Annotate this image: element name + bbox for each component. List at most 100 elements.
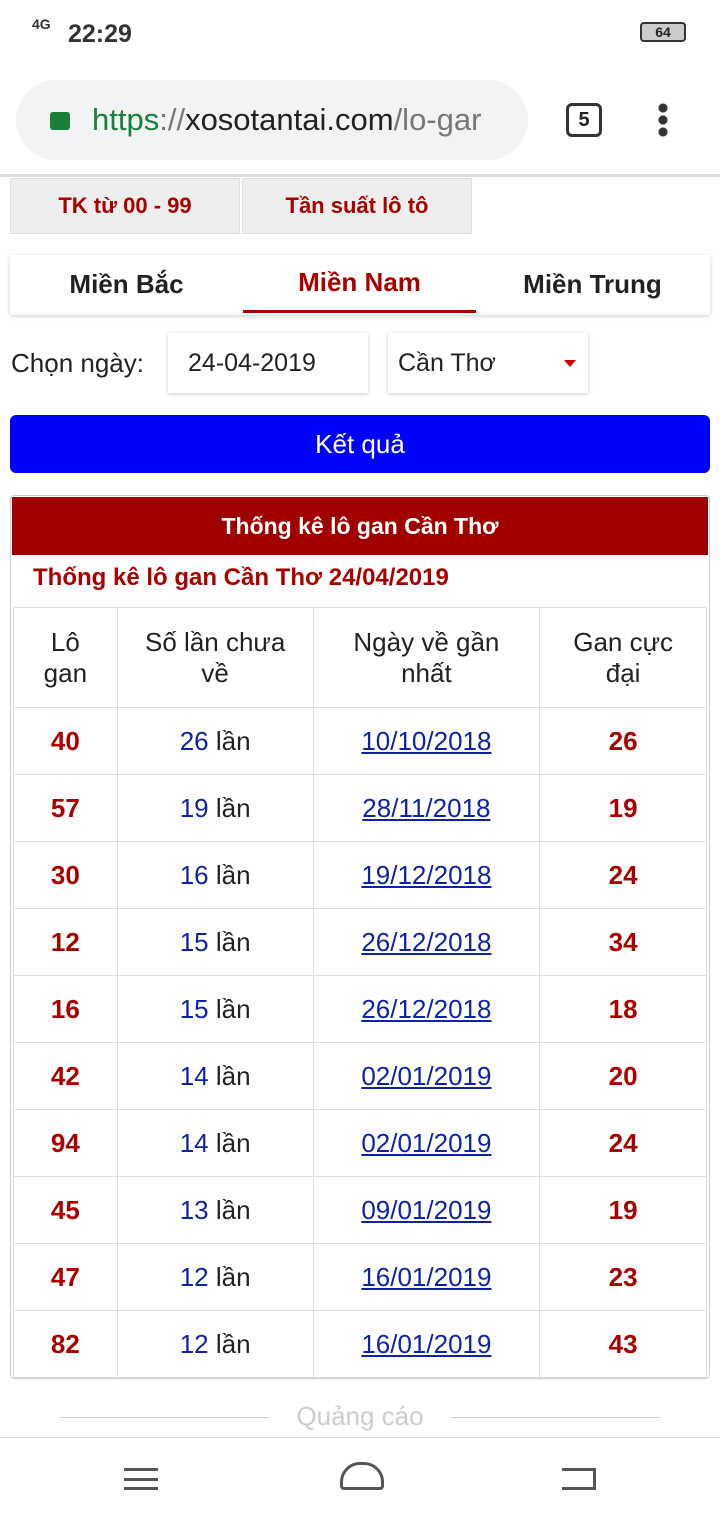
lo-number: 57 — [13, 774, 118, 842]
url-bar[interactable]: https://xosotantai.com/lo-gar — [16, 80, 528, 160]
table-subtitle: Thống kê lô gan Cần Thơ 24/04/2019 — [33, 564, 449, 591]
lo-number: 82 — [13, 1310, 118, 1378]
tab-count[interactable]: 5 — [566, 103, 602, 137]
last-date: 16/01/2019 — [312, 1243, 541, 1311]
unit: lần — [215, 1060, 251, 1091]
province: Cần Thơ — [398, 349, 496, 377]
lo-number: 16 — [13, 975, 118, 1043]
table-card — [10, 495, 710, 1379]
table-row: 57 19 lần 28/11/2018 19 — [13, 774, 707, 842]
date-link[interactable]: 26/12/2018 — [361, 926, 492, 957]
divider — [0, 174, 720, 177]
miss-count: 14 lần — [116, 1109, 314, 1177]
last-date: 19/12/2018 — [312, 841, 541, 909]
date-link[interactable]: 19/12/2018 — [361, 859, 492, 890]
table-row: 42 14 lần 02/01/2019 20 — [13, 1042, 707, 1110]
date-link[interactable]: 16/01/2019 — [361, 1261, 492, 1292]
province-select[interactable]: Cần Thơ — [388, 333, 588, 393]
menu-button[interactable] — [658, 102, 668, 138]
stat-tab[interactable]: Tần suất lô tô — [242, 178, 472, 234]
stat-tab[interactable]: TK từ 00 - 99 — [10, 178, 240, 234]
ad-label: Quảng cáo — [270, 1401, 450, 1432]
unit: lần — [215, 1261, 251, 1292]
status-bar: 4G 22:29 64 — [0, 0, 720, 65]
miss-count: 26 lần — [116, 707, 314, 775]
unit: lần — [215, 926, 251, 957]
miss-count: 15 lần — [116, 975, 314, 1043]
max-gap: 19 — [539, 774, 707, 842]
lo-number: 42 — [13, 1042, 118, 1110]
lo-number: 12 — [13, 908, 118, 976]
max-gap: 43 — [539, 1310, 707, 1378]
last-date: 26/12/2018 — [312, 975, 541, 1043]
max-gap: 26 — [539, 707, 707, 775]
date-link[interactable]: 28/11/2018 — [362, 792, 491, 823]
count: 13 — [179, 1194, 209, 1225]
column-header: Lô gan — [13, 607, 118, 708]
max-gap: 20 — [539, 1042, 707, 1110]
count: 12 — [179, 1328, 209, 1359]
date-link[interactable]: 10/10/2018 — [361, 725, 492, 756]
table-row: 40 26 lần 10/10/2018 26 — [13, 707, 707, 775]
count: 15 — [179, 926, 209, 957]
url-host: xosotantai.com — [185, 102, 394, 137]
date-label: Chọn ngày: — [11, 348, 144, 378]
region-tab-active[interactable]: Miền Nam — [243, 255, 476, 313]
table-title: Thống kê lô gan Cần Thơ — [12, 497, 708, 555]
table-row: 47 12 lần 16/01/2019 23 — [13, 1243, 707, 1311]
column-header: Số lần chưa về — [116, 607, 314, 708]
date-link[interactable]: 16/01/2019 — [361, 1328, 492, 1359]
miss-count: 14 lần — [116, 1042, 314, 1110]
last-date: 09/01/2019 — [312, 1176, 541, 1244]
time: 22:29 — [68, 20, 132, 48]
nav-bar — [0, 1437, 720, 1520]
miss-count: 16 lần — [116, 841, 314, 909]
back-nav[interactable] — [562, 1468, 596, 1490]
menu-nav[interactable] — [124, 1468, 158, 1490]
last-date: 02/01/2019 — [312, 1042, 541, 1110]
header-text: Số lần chưa về — [145, 626, 286, 688]
max-gap: 18 — [539, 975, 707, 1043]
table-row: 30 16 lần 19/12/2018 24 — [13, 841, 707, 909]
last-date: 02/01/2019 — [312, 1109, 541, 1177]
region-tab[interactable]: Miền Trung — [523, 268, 662, 299]
table-row: 94 14 lần 02/01/2019 24 — [13, 1109, 707, 1177]
region-tab[interactable]: Miền Bắc — [69, 268, 184, 299]
lo-number: 40 — [13, 707, 118, 775]
stats-table: Lô gan Số lần chưa về Ngày về gần nhất Gan … — [13, 607, 707, 1378]
count: 14 — [179, 1060, 209, 1091]
table-row: 82 12 lần 16/01/2019 43 — [13, 1310, 707, 1378]
count: 19 — [179, 792, 209, 823]
url-path: /lo-gar — [393, 102, 482, 137]
unit: lần — [215, 993, 251, 1024]
date-link[interactable]: 02/01/2019 — [361, 1127, 492, 1158]
submit-button[interactable]: Kết quả — [10, 415, 710, 473]
lo-number: 47 — [13, 1243, 118, 1311]
count: 12 — [179, 1261, 209, 1292]
count: 16 — [179, 859, 209, 890]
max-gap: 24 — [539, 841, 707, 909]
date-link[interactable]: 09/01/2019 — [361, 1194, 492, 1225]
last-date: 10/10/2018 — [312, 707, 541, 775]
table-row: 16 15 lần 26/12/2018 18 — [13, 975, 707, 1043]
miss-count: 12 lần — [116, 1310, 314, 1378]
max-gap: 34 — [539, 908, 707, 976]
header-text: Ngày về gần nhất — [353, 626, 500, 688]
date-link[interactable]: 26/12/2018 — [361, 993, 492, 1024]
dropdown-arrow — [564, 360, 576, 373]
count: 26 — [179, 725, 209, 756]
unit: lần — [215, 1127, 251, 1158]
lock-icon — [50, 112, 70, 130]
miss-count: 15 lần — [116, 908, 314, 976]
url-scheme: https — [92, 102, 160, 137]
count: 15 — [179, 993, 209, 1024]
count: 14 — [179, 1127, 209, 1158]
url-sep: :// — [159, 102, 186, 137]
column-header: Ngày về gần nhất — [312, 607, 541, 708]
date-input[interactable]: 24-04-2019 — [168, 333, 368, 393]
home-nav[interactable] — [340, 1462, 384, 1490]
date-link[interactable]: 02/01/2019 — [361, 1060, 492, 1091]
lo-number: 94 — [13, 1109, 118, 1177]
battery: 64 — [640, 22, 686, 42]
